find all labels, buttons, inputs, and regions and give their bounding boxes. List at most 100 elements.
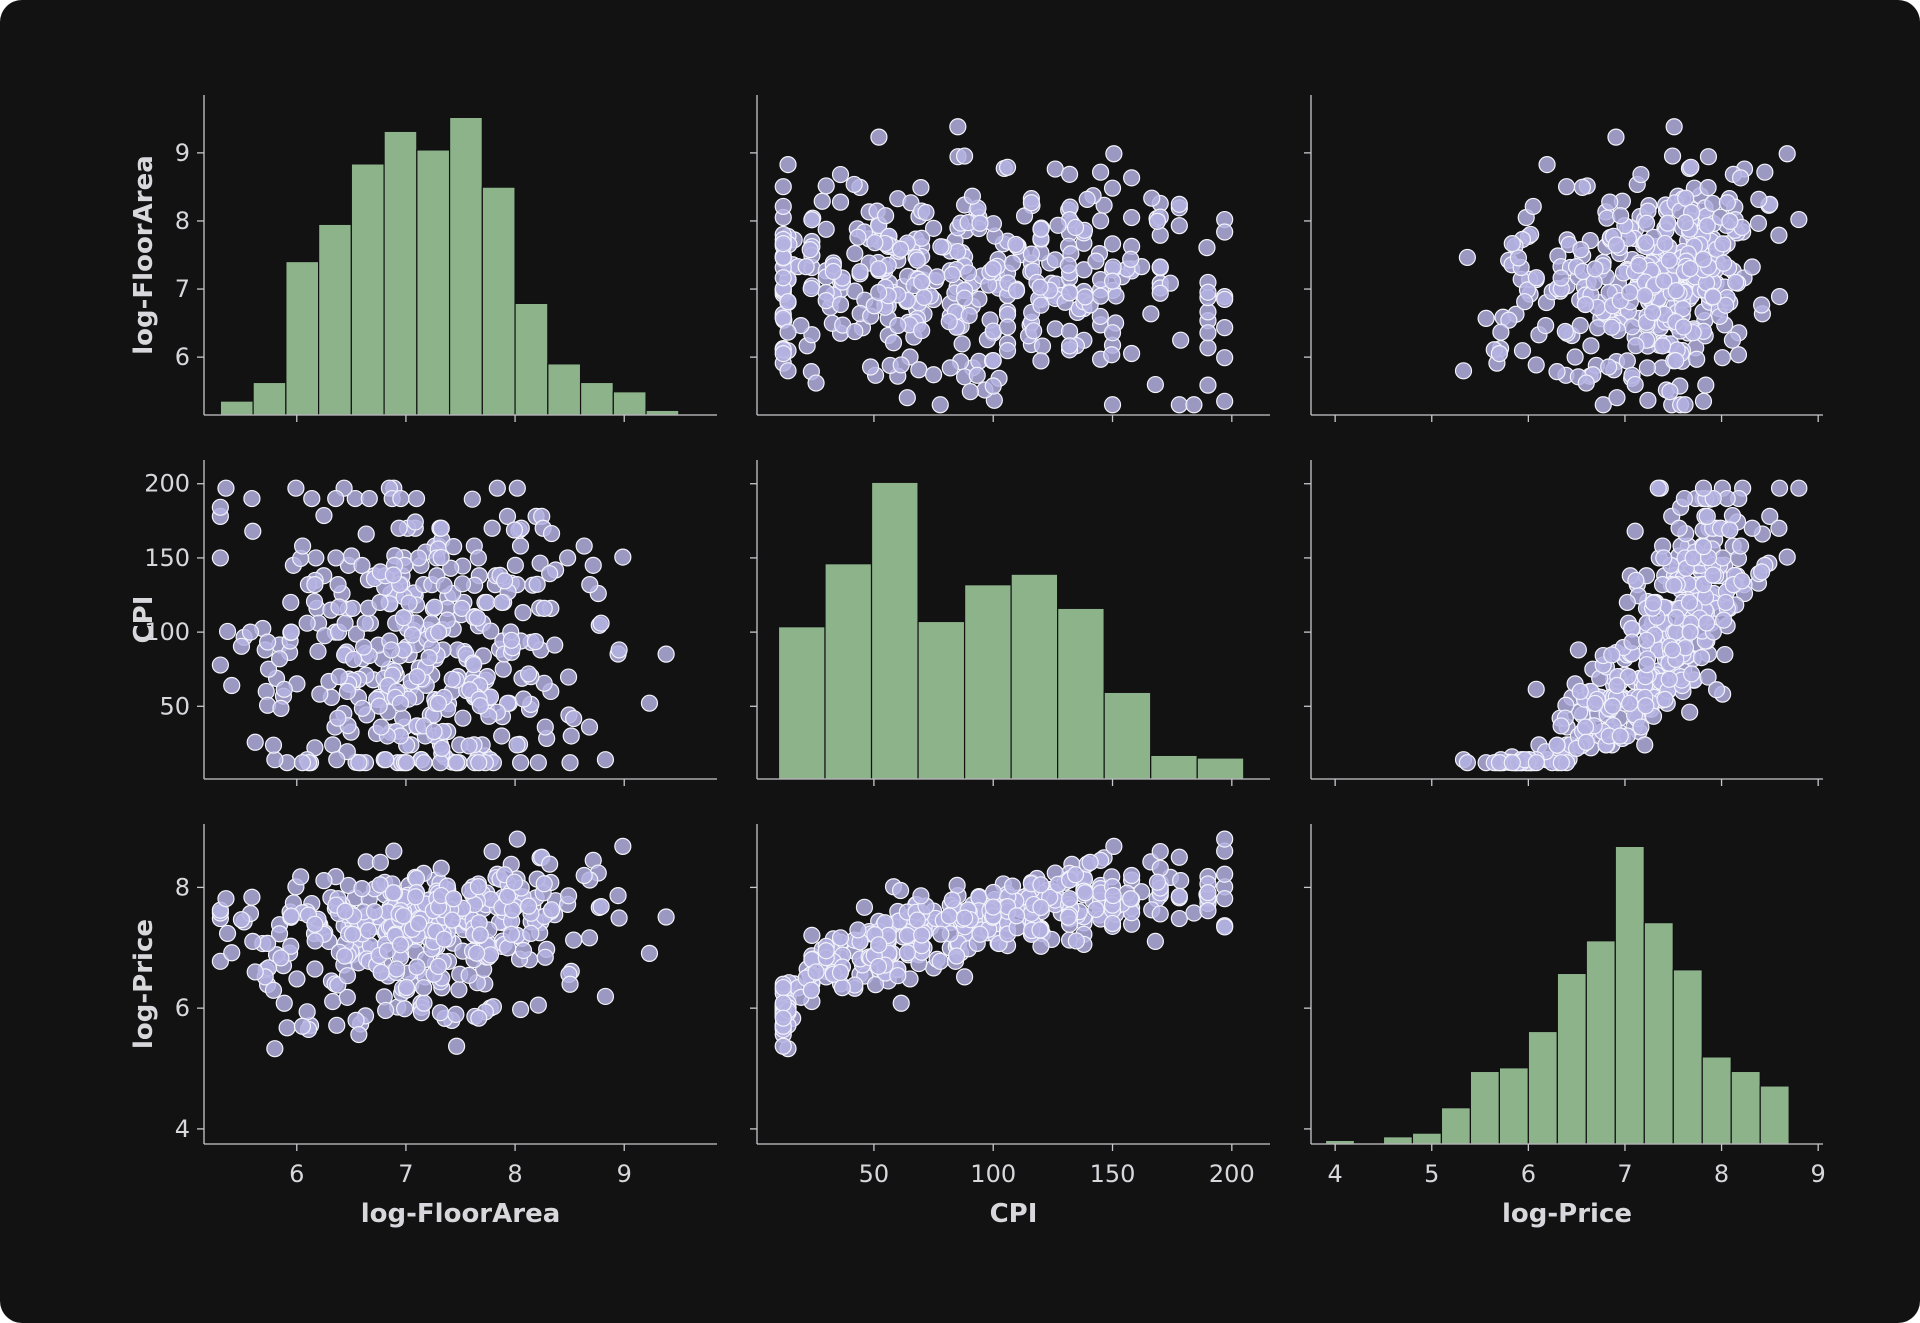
point-log-price-cpi-406 [1104, 886, 1122, 905]
point-cpi-log-floorarea-261 [406, 513, 424, 531]
point-cpi-log-floorarea-419 [244, 522, 262, 540]
point-cpi-log-price-138 [1770, 479, 1789, 497]
point-log-price-log-floorarea-366 [315, 872, 333, 890]
point-cpi-log-floorarea-326 [329, 709, 347, 727]
point-log-price-log-floorarea-137 [350, 1025, 368, 1044]
point-cpi-log-price-339 [1552, 754, 1570, 772]
point-log-floorarea-cpi-120 [817, 177, 835, 195]
point-cpi-log-floorarea-409 [223, 676, 241, 695]
point-cpi-log-floorarea-344 [448, 754, 466, 772]
point-log-floorarea-cpi-419 [1146, 375, 1164, 394]
panel-log-floorarea-vs-log-floorarea: 6 7 8 9 [175, 95, 717, 422]
point-log-price-log-floorarea-274 [211, 952, 229, 970]
point-cpi-log-floorarea-155 [328, 751, 346, 769]
point-log-price-log-floorarea-313 [514, 941, 533, 960]
point-cpi-log-price-55 [1716, 645, 1734, 664]
y-tick-label-log-price: 4 [175, 1115, 190, 1143]
point-log-floorarea-log-price-344 [1458, 248, 1476, 267]
point-log-price-log-floorarea-383 [264, 981, 283, 999]
point-log-floorarea-log-price-304 [1697, 376, 1715, 394]
point-log-price-cpi-236 [1170, 848, 1188, 866]
point-log-floorarea-log-price-357 [1516, 293, 1534, 311]
point-log-floorarea-log-price-418 [1621, 283, 1639, 302]
x-tick-label-log-floorarea: 8 [507, 1160, 522, 1188]
point-log-floorarea-log-price-403 [1661, 383, 1679, 401]
histogram-bar-cpi-1 [824, 563, 873, 780]
histogram-bar-cpi-6 [1057, 607, 1105, 780]
histogram-bar-log-floorarea-13 [645, 409, 680, 416]
point-log-floorarea-log-price-391 [1714, 235, 1732, 253]
point-cpi-log-floorarea-410 [445, 538, 463, 556]
point-log-price-cpi-350 [955, 968, 974, 986]
point-log-floorarea-cpi-416 [1148, 212, 1167, 230]
point-cpi-log-floorarea-418 [391, 694, 410, 712]
point-log-price-log-floorarea-155 [328, 1016, 346, 1034]
point-log-floorarea-cpi-415 [971, 214, 989, 232]
y-tick-label-log-floorarea: 9 [175, 139, 190, 167]
histogram-bar-log-floorarea-4 [350, 163, 385, 416]
point-log-price-log-floorarea-191 [292, 868, 310, 886]
point-cpi-log-floorarea-185 [508, 736, 526, 754]
point-log-price-log-floorarea-3 [306, 960, 324, 978]
y-tick-label-log-price: 6 [175, 994, 190, 1022]
x-tick-label-log-floorarea: 9 [617, 1160, 632, 1188]
point-log-floorarea-log-price-393 [1715, 254, 1733, 272]
point-log-floorarea-log-price-412 [1577, 374, 1595, 392]
point-log-floorarea-cpi-347 [984, 377, 1002, 395]
histogram-bar-log-floorarea-9 [514, 302, 549, 416]
point-cpi-log-floorarea-62 [596, 751, 615, 769]
point-cpi-log-floorarea-24 [311, 685, 329, 703]
x-tick-label-log-price: 9 [1811, 1160, 1826, 1188]
point-log-price-log-floorarea-95 [536, 948, 554, 966]
point-cpi-log-floorarea-124 [463, 490, 481, 508]
point-log-floorarea-log-price-359 [1677, 189, 1695, 207]
point-log-price-log-floorarea-238 [561, 975, 579, 993]
point-cpi-log-floorarea-273 [460, 737, 478, 755]
point-log-price-cpi-342 [1199, 884, 1217, 902]
point-cpi-log-floorarea-45 [305, 592, 324, 611]
point-log-floorarea-log-price-162 [1688, 350, 1706, 368]
point-log-price-cpi-413 [1151, 905, 1169, 923]
point-log-floorarea-cpi-385 [1103, 324, 1122, 342]
point-log-floorarea-cpi-281 [1103, 179, 1122, 197]
point-log-price-log-floorarea-419 [244, 932, 262, 950]
point-log-price-cpi-129 [1170, 909, 1188, 928]
point-cpi-log-price-395 [1586, 694, 1604, 713]
point-log-price-log-floorarea-110 [288, 970, 306, 988]
x-tick-label-log-price: 8 [1714, 1160, 1729, 1188]
point-cpi-log-price-393 [1715, 611, 1733, 629]
point-log-floorarea-log-price-375 [1653, 337, 1672, 355]
point-cpi-log-floorarea-313 [514, 690, 533, 708]
point-log-price-log-floorarea-243 [282, 937, 300, 955]
x-tick-label-log-floorarea: 6 [289, 1160, 304, 1188]
histogram-bar-log-price-9 [1585, 940, 1616, 1145]
point-cpi-log-floorarea-166 [259, 660, 278, 678]
point-log-floorarea-cpi-297 [1025, 322, 1043, 340]
point-cpi-log-price-372 [1694, 479, 1713, 497]
histogram-bar-cpi-4 [963, 584, 1012, 780]
point-log-floorarea-log-price-390 [1636, 287, 1654, 305]
point-log-price-cpi-324 [1151, 859, 1169, 877]
point-log-floorarea-cpi-359 [1143, 189, 1161, 207]
point-log-floorarea-cpi-253 [845, 175, 863, 194]
point-cpi-log-floorarea-400 [498, 507, 517, 525]
point-cpi-log-price-243 [1618, 593, 1636, 612]
point-cpi-log-price-351 [1675, 489, 1694, 508]
point-cpi-log-price-419 [1626, 522, 1644, 540]
point-cpi-log-price-369 [1707, 681, 1726, 699]
point-log-floorarea-cpi-403 [961, 383, 979, 401]
point-log-floorarea-log-price-110 [1566, 348, 1584, 366]
point-log-floorarea-cpi-250 [1022, 245, 1040, 263]
point-cpi-log-floorarea-375 [306, 576, 324, 594]
point-log-floorarea-cpi-386 [774, 235, 792, 253]
point-cpi-log-floorarea-342 [407, 489, 426, 508]
point-log-floorarea-cpi-414 [955, 147, 974, 165]
point-log-floorarea-log-price-337 [1630, 256, 1648, 274]
point-cpi-log-floorarea-357 [377, 751, 395, 769]
point-cpi-log-floorarea-341 [493, 593, 511, 612]
point-log-price-cpi-344 [774, 1037, 792, 1055]
point-cpi-log-floorarea-330 [270, 650, 289, 668]
point-log-floorarea-cpi-398 [866, 234, 884, 252]
point-log-floorarea-cpi-312 [984, 322, 1002, 340]
